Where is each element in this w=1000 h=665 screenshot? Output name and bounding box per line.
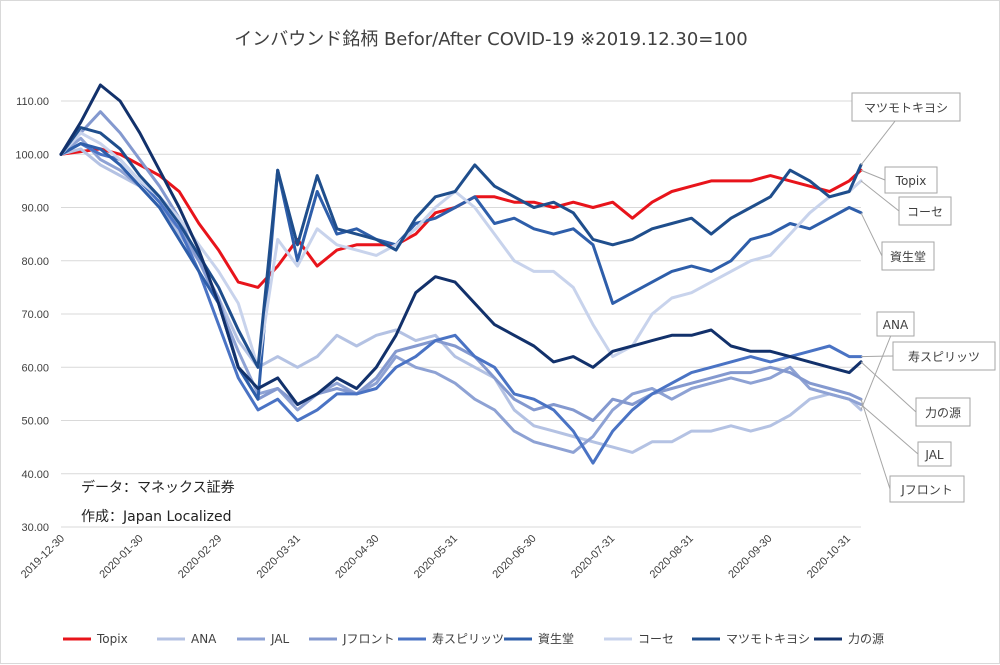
callout-leader — [860, 169, 886, 181]
x-tick-label: 2020-01-30 — [97, 533, 145, 581]
x-tick-label: 2019-12-30 — [19, 533, 67, 581]
series-line-7 — [59, 126, 863, 369]
callout-box — [892, 341, 996, 371]
series-line-4 — [59, 142, 863, 465]
y-tick-label: 30.00 — [21, 522, 49, 534]
y-tick-label: 100.00 — [15, 149, 49, 161]
y-tick-label: 90.00 — [21, 203, 49, 215]
callout-label: 寿スピリッツ — [908, 350, 980, 364]
x-axis: 2019-12-30 2020-01-30 2020-02-29 2020-03-31… — [19, 533, 853, 581]
y-tick-label: 50.00 — [21, 416, 49, 428]
legend: Topix ANA JAL Jフロント 寿スピリッツ 資生堂 コーセ マツモトキヨシ 力の源 — [63, 632, 884, 646]
callout-box — [851, 92, 961, 122]
legend-label: Jフロント — [342, 632, 395, 646]
callout-box — [915, 397, 971, 427]
series-line-5 — [59, 142, 863, 401]
author-note: 作成：Japan Localized — [81, 509, 232, 525]
callout-box — [881, 241, 935, 271]
callout-label: ANA — [883, 318, 909, 332]
x-tick-label: 2020-07-31 — [569, 533, 617, 581]
callout-leader — [860, 404, 919, 455]
chart-title: インバウンド銘柄 Befor/After COVID-19 ※2019.12.3… — [234, 29, 748, 50]
x-tick-label: 2020-10-31 — [805, 533, 853, 581]
legend-label: JAL — [270, 632, 290, 646]
series-line-8 — [59, 83, 863, 406]
callout-box — [876, 311, 915, 337]
callout-box — [917, 441, 952, 467]
x-tick-label: 2020-06-30 — [490, 533, 538, 581]
legend-label: 力の源 — [848, 632, 884, 646]
legend-label: Topix — [96, 632, 128, 646]
callout-leader — [860, 212, 883, 257]
callout-box — [884, 166, 938, 194]
x-tick-label: 2020-08-31 — [648, 533, 696, 581]
x-tick-label: 2020-04-30 — [333, 533, 381, 581]
x-tick-label: 2020-05-31 — [412, 533, 460, 581]
callout-label: マツモトキヨシ — [864, 101, 948, 115]
callout-leader — [860, 180, 900, 212]
y-tick-label: 70.00 — [21, 309, 49, 321]
callout-leader — [860, 355, 894, 358]
callout-label: Topix — [895, 174, 927, 188]
y-axis: 110.00 100.00 90.00 80.00 70.00 60.00 50.00 40.… — [15, 96, 49, 534]
callout-box — [889, 475, 965, 503]
callout-leader — [860, 323, 896, 411]
legend-label: マツモトキヨシ — [726, 632, 810, 646]
series-line-3 — [59, 110, 863, 422]
callout-label: コーセ — [907, 205, 943, 219]
y-tick-label: 110.00 — [16, 96, 49, 108]
y-tick-label: 80.00 — [21, 256, 49, 268]
x-tick-label: 2020-09-30 — [726, 533, 774, 581]
legend-label: コーセ — [638, 632, 674, 646]
y-tick-label: 40.00 — [21, 469, 49, 481]
callout-label: 力の源 — [925, 406, 961, 420]
source-note: データ：マネックス証券 — [81, 479, 235, 496]
legend-label: 資生堂 — [538, 632, 574, 646]
series-layer — [59, 83, 863, 465]
callout-label: 資生堂 — [890, 250, 926, 264]
y-tick-label: 60.00 — [21, 362, 49, 374]
grid-layer — [61, 100, 861, 528]
legend-label: ANA — [191, 632, 217, 646]
callout-leader — [860, 361, 917, 413]
callout-label: JAL — [924, 448, 944, 462]
x-tick-label: 2020-03-31 — [255, 533, 303, 581]
legend-label: 寿スピリッツ — [432, 632, 504, 646]
callout-label: Jフロント — [900, 483, 953, 497]
callout-leader — [860, 399, 891, 490]
callout-box — [898, 196, 952, 226]
x-tick-label: 2020-02-29 — [176, 533, 224, 581]
